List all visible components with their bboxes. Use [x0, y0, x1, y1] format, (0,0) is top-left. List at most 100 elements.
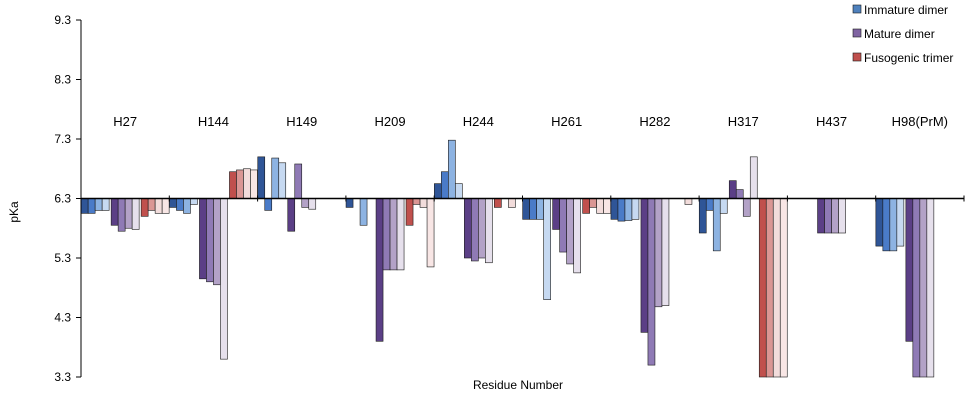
legend: Immature dimer Mature dimer Fusogenic trim… — [852, 3, 953, 65]
bar-immature-dimer — [278, 162, 287, 199]
bar-immature-dimer — [434, 183, 442, 199]
bar-mature-dimer — [464, 198, 472, 259]
category-label: H98(PrM) — [892, 114, 948, 129]
bar-immature-dimer — [441, 171, 449, 199]
bar-immature-dimer — [882, 198, 891, 252]
bar-immature-dimer — [455, 183, 463, 199]
bar-immature-dimer — [705, 198, 714, 211]
bar-mature-dimer — [640, 198, 649, 333]
bar-mature-dimer — [552, 198, 560, 230]
bar-fusogenic-trimer — [779, 198, 788, 378]
legend-label: Immature dimer — [864, 3, 948, 17]
bar-mature-dimer — [824, 198, 832, 234]
bar-mature-dimer — [905, 198, 914, 342]
bar-immature-dimer — [529, 198, 537, 220]
bar-immature-dimer — [610, 198, 619, 220]
bar-mature-dimer — [573, 198, 581, 274]
bar-fusogenic-trimer — [236, 169, 244, 199]
bar-immature-dimer — [536, 198, 544, 220]
category-label: H244 — [463, 114, 494, 129]
bar-immature-dimer — [624, 198, 633, 221]
bar-immature-dimer — [257, 156, 266, 199]
bar-mature-dimer — [301, 198, 310, 208]
bar-mature-dimer — [389, 198, 398, 271]
bar-mature-dimer — [728, 180, 737, 199]
bar-fusogenic-trimer — [494, 198, 502, 208]
bar-fusogenic-trimer — [589, 198, 597, 208]
bar-fusogenic-trimer — [243, 168, 251, 199]
category-label: H261 — [551, 114, 582, 129]
bar-fusogenic-trimer — [250, 169, 258, 199]
bars-layer — [80, 139, 935, 378]
category-labels: H27 H144 H149 H209 H244 H261 H282 H317 H437 H98(P… — [113, 114, 948, 129]
bar-mature-dimer — [926, 198, 935, 378]
bar-immature-dimer — [522, 198, 530, 220]
bar-fusogenic-trimer — [419, 198, 428, 208]
bar-mature-dimer — [471, 198, 479, 262]
bar-fusogenic-trimer — [596, 198, 604, 214]
bar-immature-dimer — [712, 198, 721, 252]
bar-fusogenic-trimer — [582, 198, 590, 214]
category-label: H149 — [286, 114, 317, 129]
bar-immature-dimer — [617, 198, 626, 222]
bar-mature-dimer — [838, 198, 846, 234]
bar-immature-dimer — [183, 198, 191, 214]
category-label: H282 — [639, 114, 670, 129]
bar-immature-dimer — [359, 198, 368, 226]
bar-immature-dimer — [543, 198, 551, 300]
y-tick-label: 9.3 — [54, 13, 71, 27]
y-tick-label: 7.3 — [54, 132, 71, 146]
bar-fusogenic-trimer — [765, 198, 774, 378]
category-label: H27 — [113, 114, 137, 129]
bar-mature-dimer — [831, 198, 839, 234]
bar-mature-dimer — [124, 198, 133, 229]
bar-fusogenic-trimer — [229, 171, 237, 199]
bar-fusogenic-trimer — [426, 198, 435, 268]
bar-mature-dimer — [661, 198, 670, 306]
y-ticks: 3.3 4.3 5.3 6.3 7.3 8.3 9.3 — [54, 13, 81, 384]
bar-fusogenic-trimer — [412, 198, 421, 205]
bar-mature-dimer — [654, 198, 663, 308]
bar-mature-dimer — [647, 198, 656, 366]
legend-swatch — [852, 4, 862, 14]
bar-mature-dimer — [117, 198, 126, 232]
bar-mature-dimer — [206, 198, 214, 283]
legend-label: Mature dimer — [864, 27, 935, 41]
bar-mature-dimer — [566, 198, 574, 265]
bar-mature-dimer — [199, 198, 207, 280]
bar-mature-dimer — [375, 198, 384, 342]
bar-mature-dimer — [912, 198, 921, 378]
bar-fusogenic-trimer — [154, 198, 163, 214]
bar-mature-dimer — [396, 198, 405, 271]
bar-immature-dimer — [631, 198, 640, 220]
bar-fusogenic-trimer — [758, 198, 767, 378]
bar-immature-dimer — [448, 139, 456, 199]
bar-immature-dimer — [264, 198, 273, 211]
bar-mature-dimer — [220, 198, 228, 360]
bar-mature-dimer — [735, 189, 744, 199]
bar-mature-dimer — [919, 198, 928, 378]
bar-immature-dimer — [169, 198, 177, 208]
bar-mature-dimer — [478, 198, 486, 259]
bar-immature-dimer — [345, 198, 354, 208]
y-axis-label: pKa — [7, 201, 21, 223]
y-tick-label: 3.3 — [54, 370, 71, 384]
bar-immature-dimer — [176, 198, 184, 211]
bar-immature-dimer — [896, 198, 905, 247]
legend-swatch — [852, 28, 862, 38]
bar-mature-dimer — [131, 198, 140, 230]
bar-immature-dimer — [875, 198, 884, 247]
bar-immature-dimer — [190, 198, 198, 205]
bar-mature-dimer — [749, 156, 758, 199]
bar-fusogenic-trimer — [772, 198, 781, 378]
y-tick-label: 4.3 — [54, 311, 71, 325]
x-ticks — [80, 195, 965, 202]
category-label: H209 — [375, 114, 406, 129]
x-axis-label: Residue Number — [473, 378, 563, 392]
bar-mature-dimer — [742, 198, 751, 217]
bar-fusogenic-trimer — [161, 198, 170, 214]
category-label: H317 — [728, 114, 759, 129]
legend-swatch — [852, 52, 862, 62]
category-label: H437 — [816, 114, 847, 129]
